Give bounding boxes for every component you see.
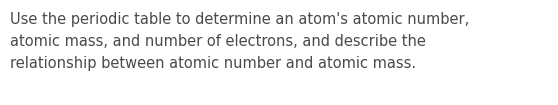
Text: Use the periodic table to determine an atom's atomic number,: Use the periodic table to determine an a…: [10, 12, 469, 27]
Text: atomic mass, and number of electrons, and describe the: atomic mass, and number of electrons, an…: [10, 34, 426, 49]
Text: relationship between atomic number and atomic mass.: relationship between atomic number and a…: [10, 56, 416, 71]
